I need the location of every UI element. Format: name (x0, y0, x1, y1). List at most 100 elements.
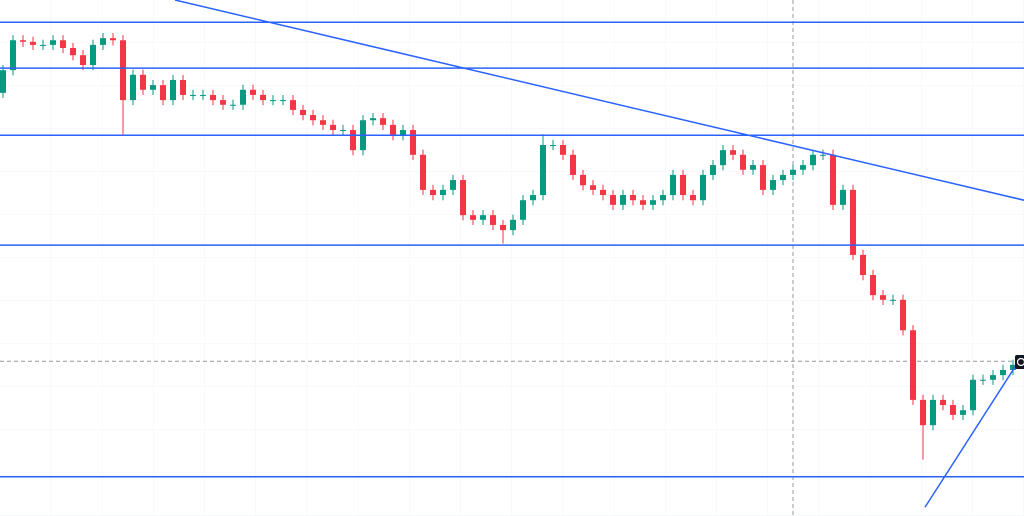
candle-body (200, 94, 206, 96)
candle-body (630, 195, 636, 201)
candle-body (940, 399, 946, 406)
candle-body (530, 195, 536, 201)
candle-body (580, 174, 586, 186)
candle-body (250, 89, 256, 95)
candle-body (460, 180, 466, 216)
candle-body (160, 85, 166, 101)
candle-body (790, 169, 796, 175)
candle-body (370, 118, 376, 121)
candle-body (210, 94, 216, 101)
candle-body (620, 195, 626, 205)
candle-body (70, 47, 76, 56)
candle-body (780, 174, 786, 181)
candle-body (570, 154, 576, 175)
candle-body (840, 189, 846, 205)
candle-body (480, 215, 486, 220)
candle-body (670, 174, 676, 196)
candle-body (710, 165, 716, 175)
candle-body (80, 55, 86, 66)
candle-body (230, 104, 236, 106)
candle-body (870, 275, 876, 296)
candle-body (950, 405, 956, 415)
candle-body (450, 180, 456, 190)
candle-body (750, 165, 756, 170)
candle-body (490, 215, 496, 225)
candle-body (420, 154, 426, 190)
candle-body (970, 379, 976, 411)
candle-body (680, 174, 686, 196)
candle-body (820, 154, 826, 156)
candle-body (890, 299, 896, 301)
candle-body (60, 40, 66, 48)
candle-body (30, 41, 36, 45)
candle-body (470, 215, 476, 220)
candle-body (650, 200, 656, 205)
candle-body (120, 40, 126, 101)
candle-body (830, 154, 836, 205)
candle-body (20, 40, 26, 42)
candle-body (260, 94, 266, 101)
candle-body (540, 144, 546, 196)
candle-body (510, 219, 516, 231)
candle-body (400, 130, 406, 136)
candle-body (560, 144, 566, 155)
candle-body (550, 144, 556, 146)
candle-body (220, 100, 226, 105)
candle-body (410, 130, 416, 155)
candle-body (100, 38, 106, 45)
candle-body (900, 299, 906, 331)
candle-body (170, 79, 176, 101)
candle-body (0, 70, 6, 93)
candle-body (810, 154, 816, 166)
candle-body (140, 74, 146, 90)
candle-body (910, 330, 916, 400)
candle-body (350, 130, 356, 151)
candle-body (300, 109, 306, 116)
candle-body (760, 165, 766, 190)
candle-body (290, 100, 296, 110)
candle-body (600, 189, 606, 196)
candle-body (10, 40, 16, 71)
candle-body (330, 124, 336, 131)
candle-body (500, 224, 506, 231)
candle-body (110, 38, 116, 41)
candle-body (190, 94, 196, 96)
candle-body (310, 115, 316, 121)
candle-body (720, 150, 726, 166)
candle-body (90, 44, 96, 66)
candle-body (390, 124, 396, 136)
candle-body (730, 150, 736, 155)
candle-body (40, 44, 46, 46)
candle-body (860, 254, 866, 276)
candle-body (240, 89, 246, 105)
candle-body (700, 174, 706, 201)
candle-body (280, 100, 286, 102)
candle-body (430, 189, 436, 196)
candle-body (340, 130, 346, 132)
candle-body (920, 399, 926, 426)
candle-body (880, 295, 886, 300)
candle-body (990, 375, 996, 380)
candle-body (960, 410, 966, 415)
candle-body (980, 379, 986, 381)
candle-body (440, 189, 446, 196)
candle-body (590, 185, 596, 190)
candle-body (640, 200, 646, 205)
trend-line (174, 0, 1024, 201)
candle-body (1000, 369, 1006, 376)
candle-body (770, 180, 776, 190)
candle-body (270, 100, 276, 102)
candle-body (520, 200, 526, 220)
candle-body (740, 154, 746, 170)
candle-body (180, 79, 186, 95)
candle-body (380, 118, 386, 125)
price-badge (1015, 355, 1024, 369)
candle-body (690, 195, 696, 201)
candle-body (850, 189, 856, 255)
trend-line (924, 361, 1019, 508)
candle-body (800, 165, 806, 170)
candle-body (660, 195, 666, 201)
